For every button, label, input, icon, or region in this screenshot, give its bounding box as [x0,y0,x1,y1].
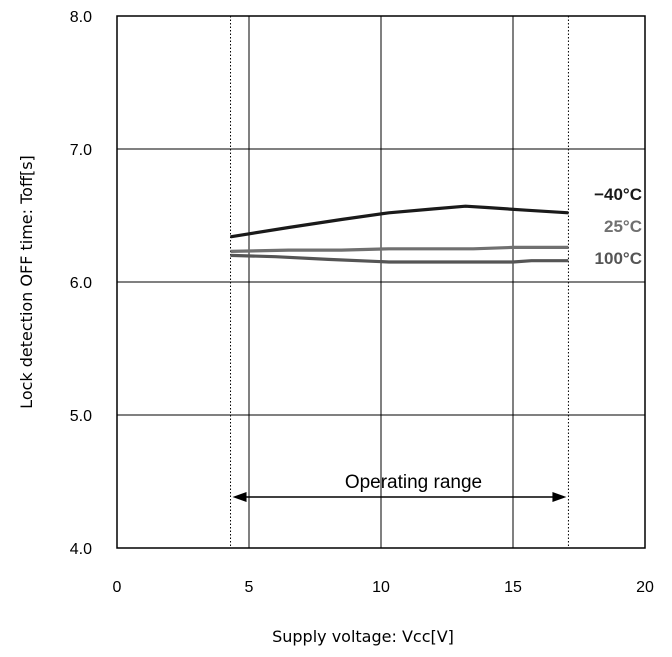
x-tick-label: 10 [372,579,390,596]
series-line-1 [230,245,569,253]
plot-frame [116,15,646,549]
x-tick-label: 15 [504,579,522,596]
y-tick-label: 5.0 [70,408,92,425]
x-tick-label: 5 [245,579,254,596]
x-tick-labels: 0 5 10 15 20 [113,579,654,596]
series-line-2 [230,253,569,264]
operating-range-annotation: Operating range [232,472,567,502]
x-tick-label: 20 [636,579,654,596]
y-axis-title: Lock detection OFF time: Toff[s] [17,155,36,409]
operating-range-lines [230,16,569,548]
y-tick-label: 8.0 [70,9,92,26]
x-axis-title: Supply voltage: Vcc[V] [272,627,454,646]
operating-range-label: Operating range [345,472,482,493]
y-tick-label: 6.0 [70,275,92,292]
series-labels: −40°C 25°C 100°C [594,185,642,268]
arrow-left-head [232,492,247,502]
x-tick-label: 0 [113,579,122,596]
series-label-2: 100°C [595,249,642,268]
series-lines [230,204,569,264]
grid [117,16,645,548]
y-tick-labels: 4.0 5.0 6.0 7.0 8.0 [70,9,92,558]
arrow-right-head [552,492,567,502]
y-tick-label: 4.0 [70,541,92,558]
series-label-0: −40°C [594,185,642,204]
series-line-0 [230,204,569,239]
y-tick-label: 7.0 [70,142,92,159]
series-label-1: 25°C [604,217,642,236]
